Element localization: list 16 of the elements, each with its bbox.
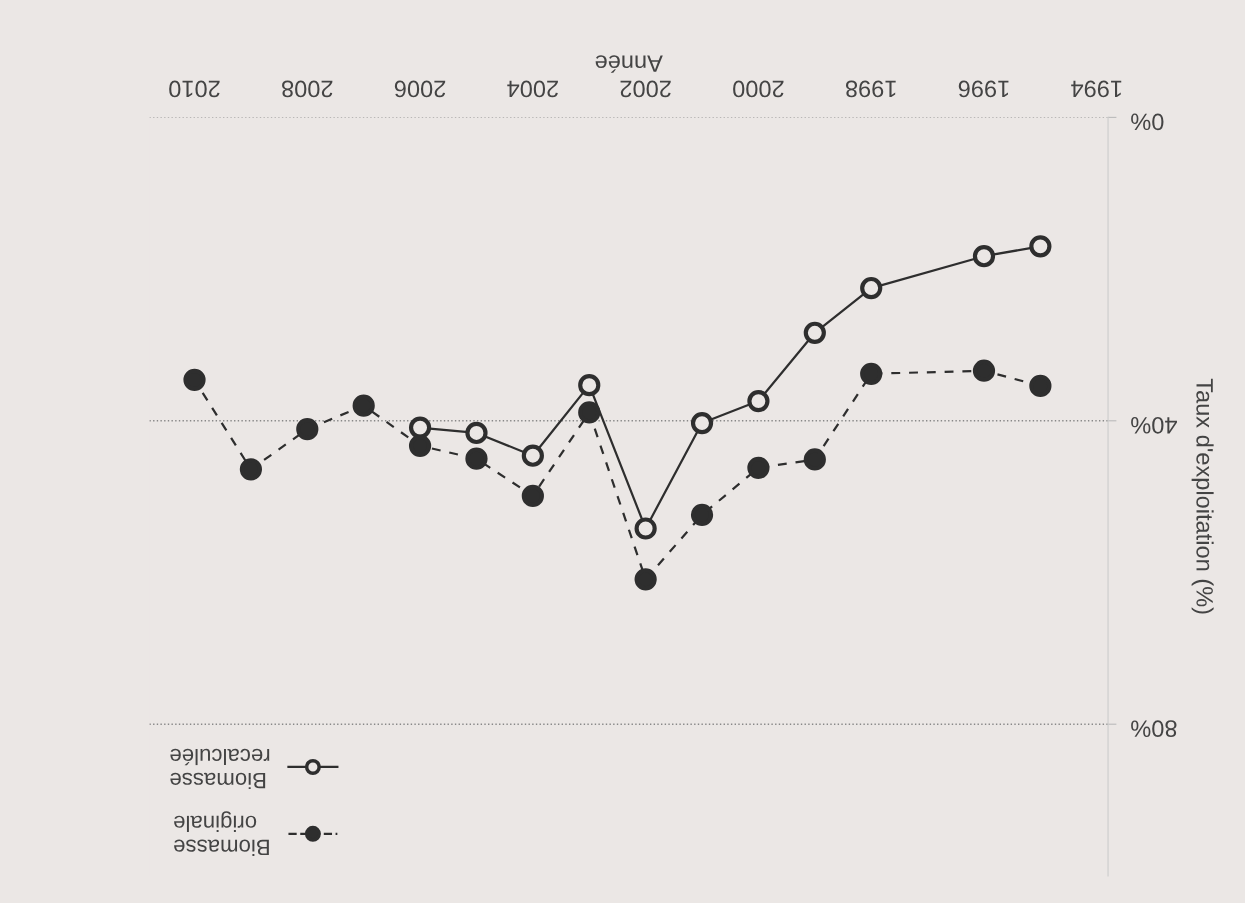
legend-label: Biomasse recalculée: [170, 748, 270, 790]
y-tick-label: 40%: [1131, 416, 1177, 434]
x-tick-label: 2002: [620, 80, 671, 98]
x-tick-label: 1994: [1071, 80, 1122, 98]
x-tick-label: 2008: [282, 80, 333, 98]
legend-label: Biomasse originale: [174, 811, 269, 856]
y-tick-label: 0%: [1131, 113, 1164, 131]
x-tick-label: 2006: [394, 80, 446, 98]
x-tick-label: 2004: [507, 80, 558, 98]
x-axis-title: Année: [595, 55, 663, 73]
x-tick-label: 2000: [733, 80, 784, 98]
y-tick-label: 80%: [1131, 720, 1177, 738]
x-tick-label: 1998: [845, 80, 896, 98]
x-tick-label: 2010: [169, 80, 220, 98]
y-axis-title: Taux d'exploitation (%): [1191, 378, 1214, 614]
x-tick-label: 1996: [958, 80, 1009, 98]
